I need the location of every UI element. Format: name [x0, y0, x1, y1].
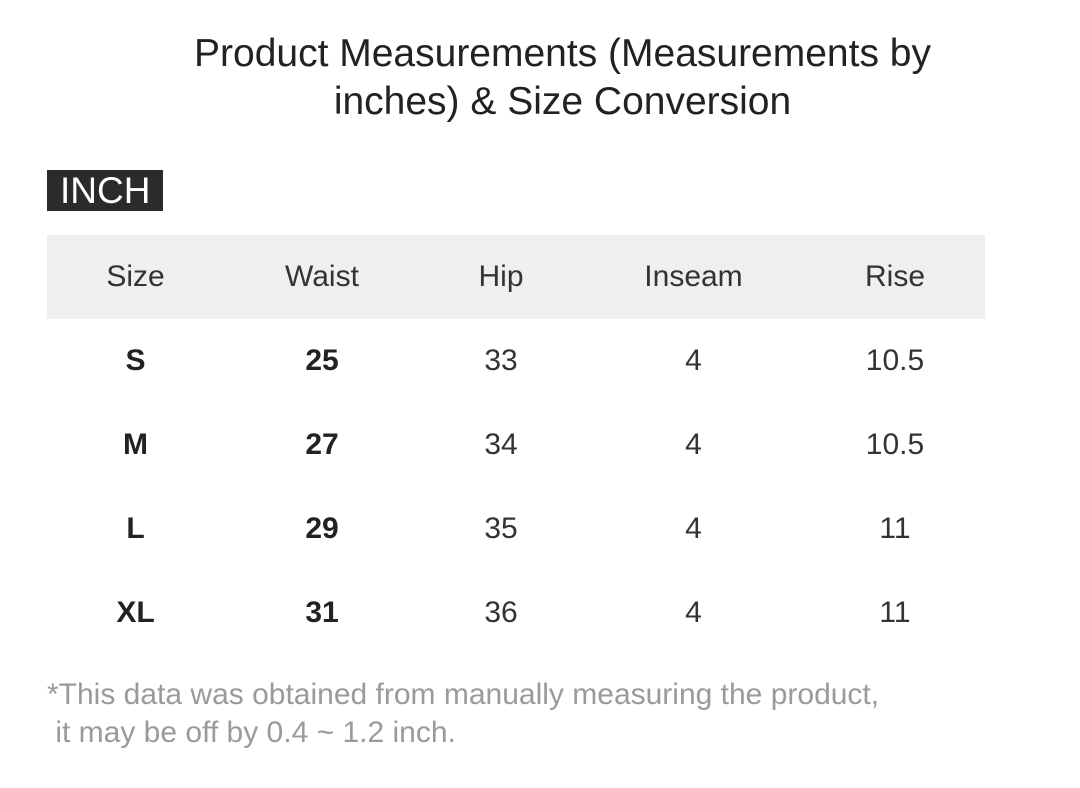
disclaimer-line-1: *This data was obtained from manually me… [47, 678, 880, 711]
header-inseam: Inseam [582, 235, 805, 319]
cell-hip: 34 [484, 428, 518, 461]
page-title: Product Measurements (Measurements by in… [90, 30, 1035, 126]
cell-size: XL [116, 596, 155, 629]
cell-waist: 25 [305, 344, 339, 377]
header-size: Size [47, 235, 224, 319]
cell-rise: 11 [879, 512, 911, 545]
cell-hip: 33 [484, 344, 518, 377]
header-rise: Rise [805, 235, 985, 319]
cell-inseam: 4 [685, 344, 702, 377]
cell-hip: 35 [484, 512, 518, 545]
cell-waist: 31 [305, 596, 339, 629]
cell-waist: 29 [305, 512, 339, 545]
cell-size: L [126, 512, 145, 545]
unit-badge: INCH [47, 170, 164, 211]
table-row: M 27 34 4 10.5 [47, 403, 985, 487]
table-header-row: Size Waist Hip Inseam Rise [47, 235, 985, 319]
size-chart-table: Size Waist Hip Inseam Rise S 25 33 4 10.… [47, 235, 985, 655]
header-waist: Waist [224, 235, 420, 319]
cell-inseam: 4 [685, 512, 702, 545]
cell-size: M [123, 428, 148, 461]
header-hip: Hip [420, 235, 582, 319]
table-row: S 25 33 4 10.5 [47, 319, 985, 403]
cell-size: S [125, 344, 146, 377]
cell-rise: 10.5 [865, 344, 925, 377]
disclaimer-line-2: it may be off by 0.4 ~ 1.2 inch. [47, 716, 456, 749]
cell-rise: 11 [879, 596, 911, 629]
cell-waist: 27 [305, 428, 339, 461]
table-row: XL 31 36 4 11 [47, 571, 985, 655]
page-title-line-1: Product Measurements (Measurements by [194, 32, 931, 75]
page-title-line-2: inches) & Size Conversion [333, 80, 792, 123]
cell-inseam: 4 [685, 428, 702, 461]
cell-inseam: 4 [685, 596, 702, 629]
cell-hip: 36 [484, 596, 518, 629]
measurement-disclaimer: *This data was obtained from manually me… [47, 676, 879, 752]
cell-rise: 10.5 [865, 428, 925, 461]
table-row: L 29 35 4 11 [47, 487, 985, 571]
